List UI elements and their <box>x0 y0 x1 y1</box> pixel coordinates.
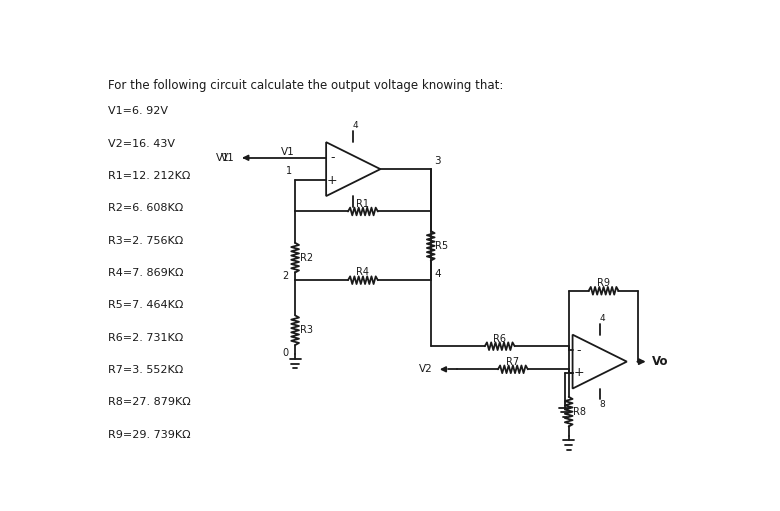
Text: -: - <box>576 344 581 357</box>
Text: 3: 3 <box>434 156 441 167</box>
Text: -: - <box>330 151 335 165</box>
Text: 1: 1 <box>285 166 292 176</box>
Text: 4: 4 <box>434 269 441 279</box>
Text: R2=6. 608KΩ: R2=6. 608KΩ <box>108 203 183 214</box>
Text: 4: 4 <box>599 314 604 323</box>
Text: For the following circuit calculate the output voltage knowing that:: For the following circuit calculate the … <box>108 79 504 92</box>
Text: 4: 4 <box>353 122 358 130</box>
Text: R8: R8 <box>573 407 587 416</box>
Text: R1=12. 212KΩ: R1=12. 212KΩ <box>108 171 191 181</box>
Text: 2: 2 <box>282 271 289 282</box>
Text: R7: R7 <box>506 357 519 366</box>
Text: R4: R4 <box>356 267 370 277</box>
Text: V1: V1 <box>215 153 229 163</box>
Text: V2: V2 <box>419 364 432 375</box>
Text: R6=2. 731KΩ: R6=2. 731KΩ <box>108 333 183 343</box>
Text: R2: R2 <box>300 252 313 263</box>
Text: R7=3. 552KΩ: R7=3. 552KΩ <box>108 365 183 375</box>
Text: V2=16. 43V: V2=16. 43V <box>108 138 176 149</box>
Text: R6: R6 <box>493 334 506 343</box>
Text: V1: V1 <box>281 147 294 157</box>
Text: R5: R5 <box>435 241 448 251</box>
Text: R1: R1 <box>356 199 370 209</box>
Text: R3=2. 756KΩ: R3=2. 756KΩ <box>108 236 183 246</box>
Text: V1=6. 92V: V1=6. 92V <box>108 106 168 117</box>
Text: +: + <box>573 366 584 380</box>
Text: R5=7. 464KΩ: R5=7. 464KΩ <box>108 300 184 310</box>
Text: 8: 8 <box>599 400 605 409</box>
Text: R4=7. 869KΩ: R4=7. 869KΩ <box>108 268 184 278</box>
Text: V1: V1 <box>221 153 235 163</box>
Text: 0: 0 <box>283 348 289 358</box>
Text: R9: R9 <box>597 278 610 288</box>
Text: R8=27. 879KΩ: R8=27. 879KΩ <box>108 398 191 407</box>
Text: R9=29. 739KΩ: R9=29. 739KΩ <box>108 430 191 440</box>
Text: R3: R3 <box>300 325 313 335</box>
Text: +: + <box>327 174 338 187</box>
Text: Vo: Vo <box>651 355 668 368</box>
